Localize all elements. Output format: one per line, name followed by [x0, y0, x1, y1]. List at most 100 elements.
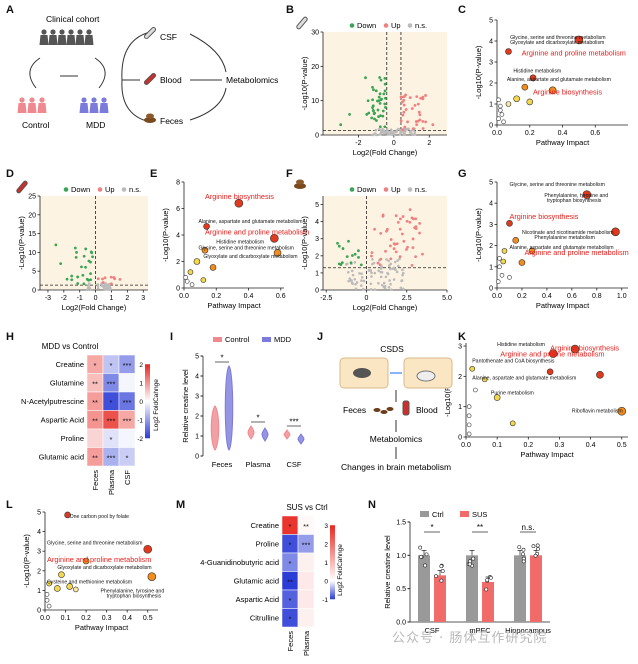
down-point	[383, 102, 387, 106]
pathway-bubble	[529, 74, 537, 82]
significance-star: **	[477, 523, 483, 532]
heatmap-row-label: Glutamine	[50, 378, 84, 387]
pathway-bubble	[73, 586, 79, 593]
cohort-person-head	[86, 29, 92, 35]
legend-up-marker	[383, 187, 389, 192]
significance-star: *	[110, 435, 113, 444]
y-tick-label: 1.5	[396, 520, 406, 527]
panel-letter-D: D	[6, 168, 14, 180]
y-tick-label: 0.0	[396, 620, 406, 627]
cohort-person-head	[68, 29, 74, 35]
chart-m-heatmap: Creatine * **Proline * ***4-Guanidinobutyric…	[200, 515, 344, 656]
y-tick-label: 0	[195, 454, 199, 461]
x-tick-label: 0.6	[590, 130, 600, 137]
ns-point	[104, 282, 107, 285]
y-tick-label: 2	[195, 414, 199, 421]
y-tick-label: 0	[32, 288, 36, 295]
csf-tube-icon	[296, 16, 308, 30]
heatmap-col-label: Plasma	[302, 630, 311, 656]
legend-ns-label: n.s.	[129, 185, 141, 194]
pathway-bubble	[273, 249, 282, 257]
down-point	[81, 273, 85, 277]
significance-star: **	[92, 453, 98, 462]
pathway-bubble	[497, 264, 502, 270]
up-point	[401, 128, 405, 132]
ns-point	[382, 129, 386, 133]
x-tick-label: 0.0	[40, 615, 50, 622]
ns-point	[382, 285, 386, 289]
legend-ctrl-swatch	[420, 511, 429, 517]
colorbar-tick-label: 3	[324, 523, 328, 530]
ns-point	[385, 128, 389, 131]
pathway-bubble	[505, 101, 512, 107]
ns-point	[407, 127, 410, 131]
pathway-bubble	[521, 83, 529, 91]
ns-point	[390, 288, 393, 291]
data-point	[521, 547, 526, 552]
arrow-csf-to-metabolomics-icon	[189, 33, 227, 73]
y-tick-label: 30	[311, 30, 319, 37]
heatmap-cell	[297, 589, 315, 609]
y-tick-label: 2	[489, 81, 493, 88]
violin-shape	[247, 425, 255, 440]
y-tick-label: 0	[176, 286, 180, 293]
heatmap-row-label: N-Acetylputrescine	[21, 397, 84, 406]
down-point	[82, 254, 86, 258]
pathway-bubble	[526, 98, 534, 106]
down-point	[383, 82, 387, 86]
data-point	[536, 547, 540, 551]
arrow-to-csf-icon	[121, 31, 151, 81]
violin-shape	[210, 405, 220, 451]
down-point	[377, 95, 381, 99]
up-point	[416, 102, 420, 106]
ns-point	[389, 262, 393, 266]
heatmap-row-label: Aspartic Acid	[236, 595, 279, 604]
y-tick-label: 3	[195, 394, 199, 401]
x-tick-label: 0.3	[555, 442, 565, 449]
down-point	[351, 254, 354, 257]
pathway-bubble	[234, 198, 244, 208]
pathway-label: Histidine metabolism	[513, 69, 561, 75]
ns-point	[354, 287, 358, 291]
ns-point	[380, 132, 383, 135]
ns-point	[395, 129, 399, 132]
down-point	[73, 246, 77, 250]
legend-down-label: Down	[357, 21, 376, 30]
significance-star: *	[289, 596, 292, 605]
y-tick-label: 3	[489, 222, 493, 229]
down-point	[379, 114, 382, 118]
up-point	[406, 120, 409, 124]
x-tick-label: -1	[77, 295, 83, 302]
ns-point	[96, 287, 100, 290]
heatmap-row-label: 4-Guanidinobutyric acid	[200, 558, 279, 567]
panel-letter-C: C	[458, 4, 466, 16]
up-point	[414, 217, 418, 221]
significance-star: *	[126, 453, 129, 462]
ns-point	[377, 269, 380, 272]
data-point	[424, 552, 429, 557]
down-point	[372, 112, 376, 116]
pathway-label: One carbon pool by folate	[70, 514, 130, 520]
up-point	[96, 277, 100, 281]
x-tick-label: 0.0	[179, 293, 189, 300]
down-point	[370, 116, 374, 120]
y-tick-label: 6	[176, 206, 180, 213]
up-point	[424, 94, 427, 97]
ns-point	[88, 286, 91, 290]
panel-letter-B: B	[286, 4, 294, 16]
ns-point	[392, 266, 396, 270]
panel-letter-G: G	[458, 168, 467, 180]
data-point	[471, 556, 476, 561]
up-point	[417, 110, 421, 114]
ns-point	[413, 133, 417, 136]
j-feces-label: Feces	[343, 405, 366, 415]
y-tick-label: 2	[37, 568, 41, 575]
y-tick-label: 1.0	[396, 553, 406, 560]
pathway-label: Arginine and proline metabolism	[47, 555, 151, 564]
pathway-label: Alanine, aspartate and glutamate metabol…	[507, 77, 611, 83]
legend-sus-label: SUS	[472, 510, 487, 519]
y-tick-label: 0	[37, 608, 41, 615]
ns-point	[100, 284, 104, 287]
down-point	[378, 76, 382, 79]
heatmap-col-label: CSF	[123, 470, 132, 485]
